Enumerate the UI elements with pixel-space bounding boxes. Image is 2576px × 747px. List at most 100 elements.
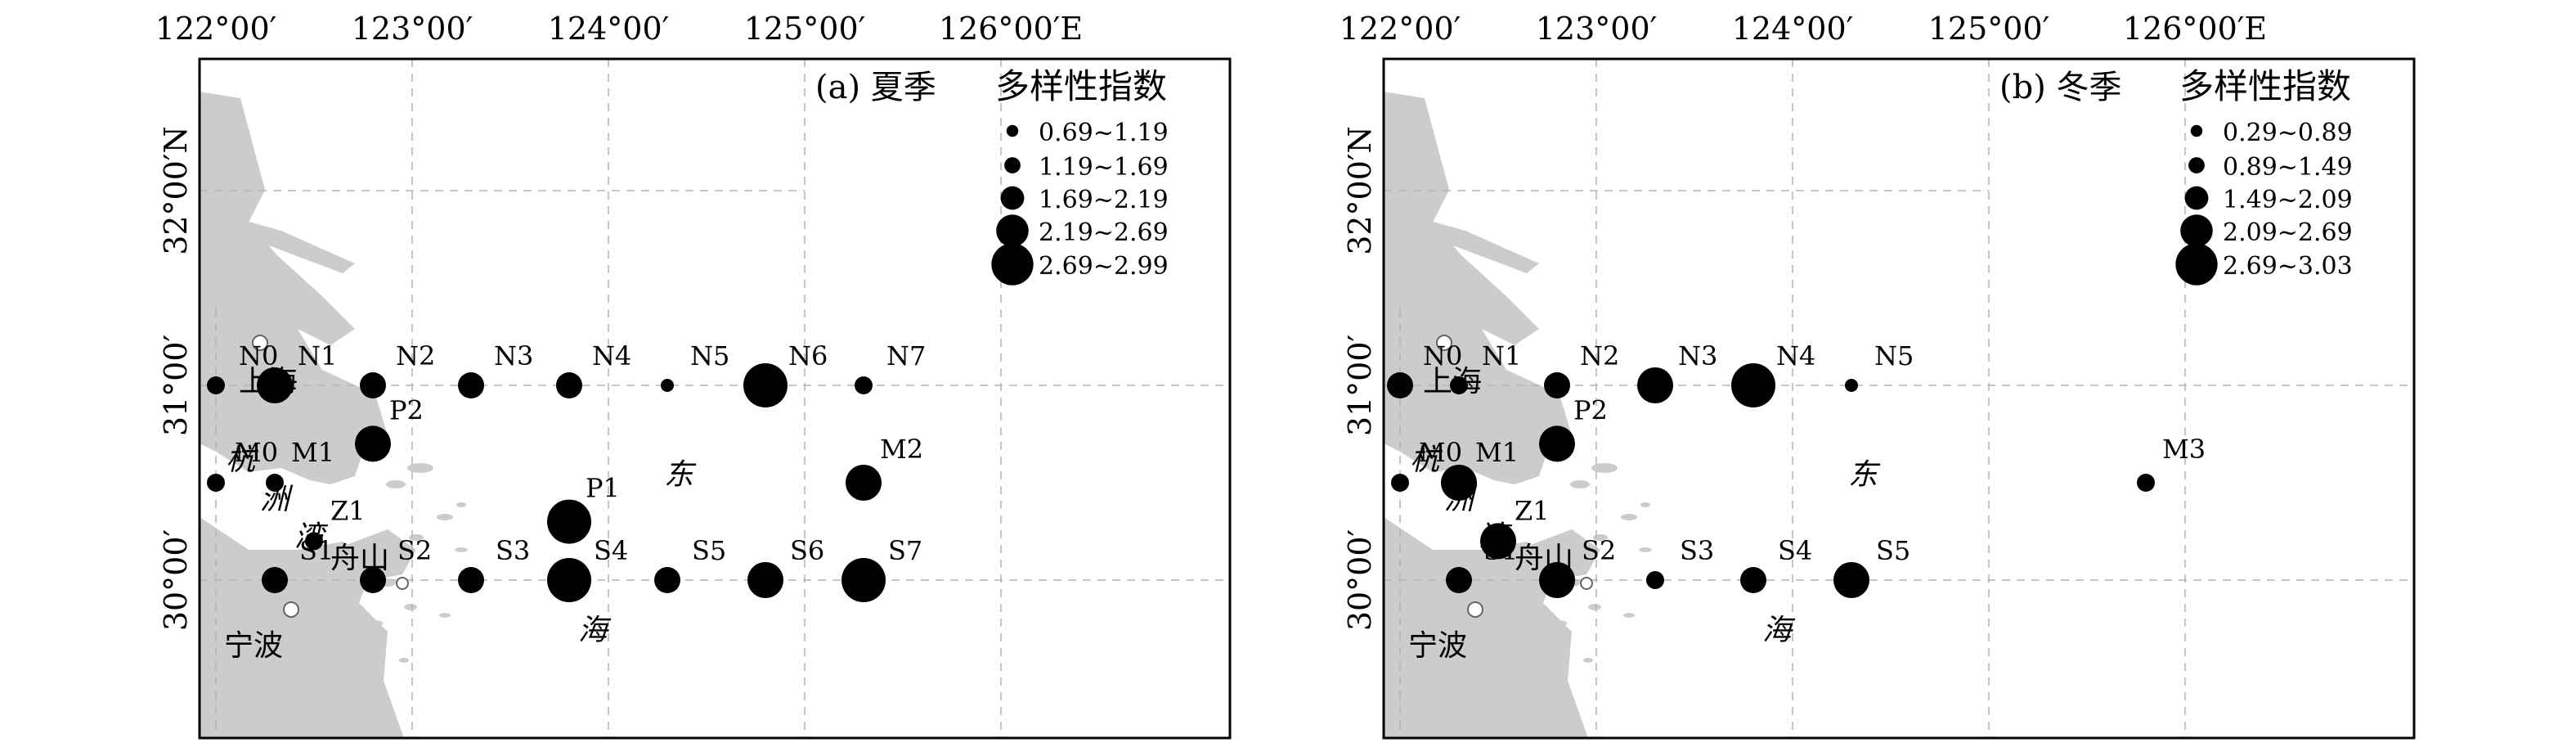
panel-title: (b) 冬季 (1999, 69, 2122, 106)
station-marker (355, 425, 391, 462)
small-island (386, 480, 406, 488)
station-marker (1731, 363, 1775, 407)
lon-label: 125°00′ (744, 11, 866, 47)
small-island (1570, 480, 1590, 488)
station-marker (360, 567, 386, 593)
station-label: S3 (496, 535, 530, 566)
legend-label: 0.29~0.89 (2223, 119, 2353, 147)
station-marker (841, 558, 886, 602)
station-label: S2 (1582, 535, 1616, 566)
station-marker (1845, 379, 1858, 392)
lon-label: 122°00′ (155, 11, 277, 47)
legend-symbol (996, 214, 1029, 247)
station-marker (458, 372, 484, 398)
small-island (455, 547, 468, 552)
legend-symbol (2175, 243, 2218, 286)
station-marker (305, 532, 323, 551)
station-marker (458, 567, 484, 593)
place-label-bay: 杭 (226, 443, 259, 477)
station-marker (1480, 523, 1516, 560)
station-label: S1 (299, 535, 334, 566)
station-label: S5 (1876, 535, 1910, 566)
station-marker (2137, 474, 2155, 492)
lon-label: 125°00′ (1928, 11, 2050, 47)
panel-title: (a) 夏季 (815, 69, 936, 106)
station-label: P2 (1573, 394, 1608, 425)
chongming-island (1392, 210, 1539, 273)
lat-label: 31°00′ (158, 335, 194, 436)
station-label: N0 (1423, 340, 1462, 371)
small-island (399, 658, 409, 663)
place-label-sea: 海 (578, 614, 612, 647)
station-label: N3 (1678, 340, 1717, 371)
station-marker (661, 379, 674, 392)
small-island (1639, 547, 1652, 552)
small-island (1621, 514, 1637, 520)
graticule (1384, 59, 2414, 738)
station-marker (547, 558, 591, 602)
legend-symbol (1006, 124, 1019, 137)
station-label: S4 (594, 535, 628, 566)
legend-label: 2.69~3.03 (2223, 252, 2353, 281)
graticule (200, 59, 1230, 738)
shanghai-marker (1436, 335, 1452, 351)
legend-label: 2.09~2.69 (2223, 218, 2353, 247)
station-label: S4 (1778, 535, 1812, 566)
station-label: N3 (494, 340, 533, 371)
small-island (437, 514, 453, 520)
small-island (368, 620, 383, 627)
station-label: N5 (690, 340, 729, 371)
ningbo-marker (283, 601, 299, 618)
lon-label: 124°00′ (1732, 11, 1854, 47)
lon-label: 126°00′E (2123, 11, 2267, 47)
zhoushan-marker (1580, 577, 1593, 590)
station-marker (654, 567, 680, 593)
station-label: N6 (788, 340, 828, 371)
station-marker (743, 363, 788, 407)
station-label: N2 (396, 340, 435, 371)
station-label: N1 (298, 340, 337, 371)
station-marker (1387, 372, 1413, 398)
small-island (1623, 613, 1635, 618)
station-label: N7 (886, 340, 926, 371)
station-label: M0 (235, 437, 278, 468)
zhoushan-island (1506, 529, 1600, 583)
place-label-bay: 杭 (1410, 443, 1443, 477)
legend-symbol (2190, 124, 2203, 137)
station-marker (1646, 571, 1664, 589)
legend-label: 1.49~2.09 (2223, 186, 2353, 214)
place-label-ningbo: 宁波 (224, 629, 283, 663)
station-marker (855, 376, 873, 394)
station-marker (1637, 367, 1673, 403)
small-island (407, 463, 433, 473)
lat-label: 30°00′ (1342, 529, 1378, 631)
small-island (1591, 463, 1618, 473)
small-island (456, 502, 466, 507)
place-label-east: 东 (664, 458, 697, 492)
coastline-land (200, 92, 468, 738)
station-label: M2 (880, 434, 923, 465)
legend-label: 1.69~2.19 (1039, 186, 1169, 214)
station-marker (547, 499, 591, 544)
station-label: S5 (692, 535, 726, 566)
station-marker (1539, 562, 1575, 598)
station-label: S1 (1483, 535, 1518, 566)
small-island (1640, 502, 1650, 507)
station-label: N2 (1580, 340, 1619, 371)
station-label: P2 (389, 394, 424, 425)
station-label: M1 (1475, 437, 1519, 468)
small-island (1588, 604, 1601, 610)
lon-label: 123°00′ (352, 11, 473, 47)
coastline-land (1384, 92, 1652, 738)
small-island (404, 604, 417, 610)
map-frame (1382, 57, 2416, 740)
legend-symbol (991, 243, 1034, 286)
map-panel-b: 122°00′ 123°00′ 124°00′ 125°00′ 126°00′E 32°0… (1340, 11, 2416, 740)
shanghai-marker (252, 335, 268, 351)
place-label-east: 东 (1848, 458, 1881, 492)
legend-label: 2.69~2.99 (1039, 252, 1169, 281)
lon-label: 123°00′ (1536, 11, 1658, 47)
station-marker (1450, 376, 1468, 394)
station-label: M1 (291, 437, 334, 468)
